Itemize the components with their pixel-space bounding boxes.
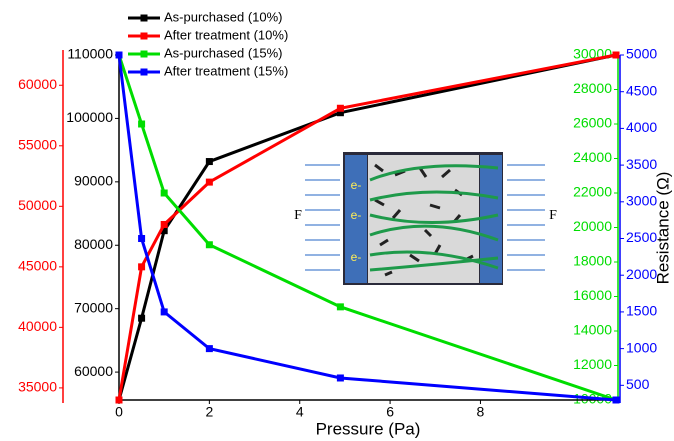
y-tick-label: 80000 xyxy=(74,236,113,252)
series-line xyxy=(117,54,617,402)
y-tick-label: 12000 xyxy=(573,356,612,372)
x-axis-label: Pressure (Pa) xyxy=(316,419,421,438)
y-tick-label: 2500 xyxy=(626,229,657,245)
electron-label: e- xyxy=(351,208,362,222)
y-tick-label: 60000 xyxy=(18,76,57,92)
y-tick-label: 500 xyxy=(626,376,650,392)
y-tick-label: 110000 xyxy=(67,46,113,62)
y-tick-label: 18000 xyxy=(573,253,612,269)
y-tick-label: 40000 xyxy=(18,318,57,334)
force-label: F xyxy=(294,208,302,223)
legend-label: As-purchased (15%) xyxy=(164,45,283,60)
point xyxy=(138,263,146,271)
y-tick-label: 2000 xyxy=(626,266,657,282)
electrode xyxy=(345,155,367,283)
y-tick-label: 1000 xyxy=(626,339,657,355)
legend-swatch xyxy=(140,14,148,22)
y-tick-label: 4000 xyxy=(626,119,657,135)
inset: F F e- e- e- xyxy=(294,152,557,285)
legend-label: After treatment (15%) xyxy=(164,63,288,78)
point xyxy=(612,396,620,404)
y-tick-label: 28000 xyxy=(573,80,612,96)
point xyxy=(336,104,344,112)
y-tick-label: 26000 xyxy=(573,115,612,131)
series-line xyxy=(117,54,617,402)
legend-swatch xyxy=(140,32,148,40)
y-tick-label: 20000 xyxy=(573,218,612,234)
y-tick-label: 5000 xyxy=(626,46,657,62)
point xyxy=(336,374,344,382)
point xyxy=(205,241,213,249)
particles xyxy=(374,163,474,277)
y-tick-label: 16000 xyxy=(573,287,612,303)
y-tick-label: 35000 xyxy=(18,379,57,395)
point xyxy=(336,303,344,311)
x-tick-label: 2 xyxy=(205,404,213,420)
y-tick-label: 55000 xyxy=(18,136,57,152)
point xyxy=(160,189,168,197)
y-tick-label: 3000 xyxy=(626,193,657,209)
electron-label: e- xyxy=(351,250,362,264)
y-tick-label: 60000 xyxy=(74,363,113,379)
point xyxy=(115,51,123,59)
y-axis-label: Resistance (Ω) xyxy=(653,172,672,285)
y-tick-label: 14000 xyxy=(573,322,612,338)
point xyxy=(138,314,146,322)
point xyxy=(160,227,168,235)
y-tick-label: 50000 xyxy=(18,197,57,213)
electron-label: e- xyxy=(351,178,362,192)
y-tick-label: 22000 xyxy=(573,184,612,200)
force-label: F xyxy=(549,208,557,223)
x-tick-label: 0 xyxy=(115,404,123,420)
legend-label: After treatment (10%) xyxy=(164,27,288,42)
y-tick-label: 1500 xyxy=(626,303,657,319)
series-line xyxy=(117,53,617,401)
point xyxy=(160,220,168,228)
y-tick-label: 4500 xyxy=(626,82,657,98)
point xyxy=(115,396,123,404)
legend-label: As-purchased (10%) xyxy=(164,9,283,24)
point xyxy=(336,109,344,117)
current-paths xyxy=(369,164,499,272)
legend-swatch xyxy=(140,68,148,76)
y-tick-label: 3500 xyxy=(626,156,657,172)
electrode xyxy=(480,155,502,283)
point xyxy=(138,120,146,128)
x-tick-label: 8 xyxy=(477,404,485,420)
point xyxy=(205,178,213,186)
point xyxy=(205,345,213,353)
point xyxy=(138,235,146,243)
x-tick-label: 4 xyxy=(296,404,304,420)
series-line xyxy=(117,53,617,401)
legend-swatch xyxy=(140,50,148,58)
point xyxy=(612,51,620,59)
y-tick-label: 24000 xyxy=(573,149,612,165)
y-tick-label: 70000 xyxy=(74,299,113,315)
point xyxy=(205,158,213,166)
y-tick-label: 90000 xyxy=(74,173,113,189)
point xyxy=(160,308,168,316)
y-tick-label: 45000 xyxy=(18,258,57,274)
y-tick-label: 100000 xyxy=(66,109,113,125)
force-arrows xyxy=(305,164,545,271)
x-tick-label: 6 xyxy=(386,404,394,420)
